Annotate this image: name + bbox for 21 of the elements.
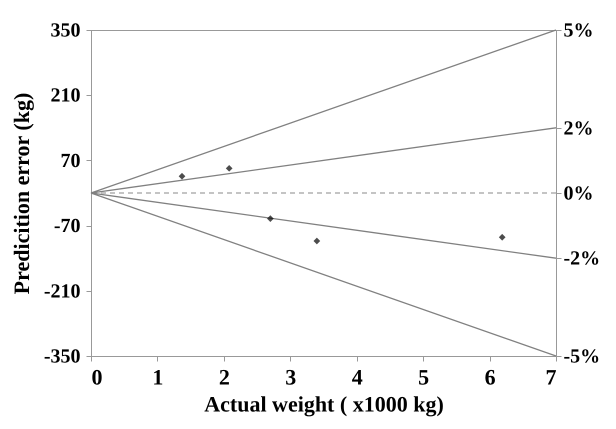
x-tick-label: 2 bbox=[218, 364, 230, 390]
y-tick-label: 350 bbox=[50, 20, 80, 42]
y-tick-label: -210 bbox=[44, 280, 80, 302]
y-tick-label: -70 bbox=[54, 215, 80, 238]
x-tick-label: 0 bbox=[92, 364, 102, 390]
y-tick-label: 210 bbox=[50, 84, 80, 107]
y2-tick-label: -2% bbox=[564, 248, 600, 270]
y-axis-title: Predicition error (kg) bbox=[8, 92, 34, 294]
x-tick-label: 6 bbox=[484, 364, 496, 390]
x-tick-label: 7 bbox=[546, 364, 556, 390]
x-tick-label: 5 bbox=[418, 364, 430, 390]
x-tick-label: 4 bbox=[352, 364, 363, 390]
y2-tick-label: 2% bbox=[564, 117, 594, 140]
y2-tick-label: -5% bbox=[564, 346, 600, 368]
y2-tick-label: 0% bbox=[564, 182, 594, 204]
y-tick-label: 70 bbox=[60, 150, 80, 172]
y-tick-label: -350 bbox=[44, 346, 80, 368]
x-tick-label: 3 bbox=[285, 364, 296, 390]
x-axis-title: Actual weight ( x1000 kg) bbox=[204, 392, 444, 416]
y2-tick-label: 5% bbox=[564, 20, 594, 42]
x-tick-label: 1 bbox=[152, 364, 164, 390]
